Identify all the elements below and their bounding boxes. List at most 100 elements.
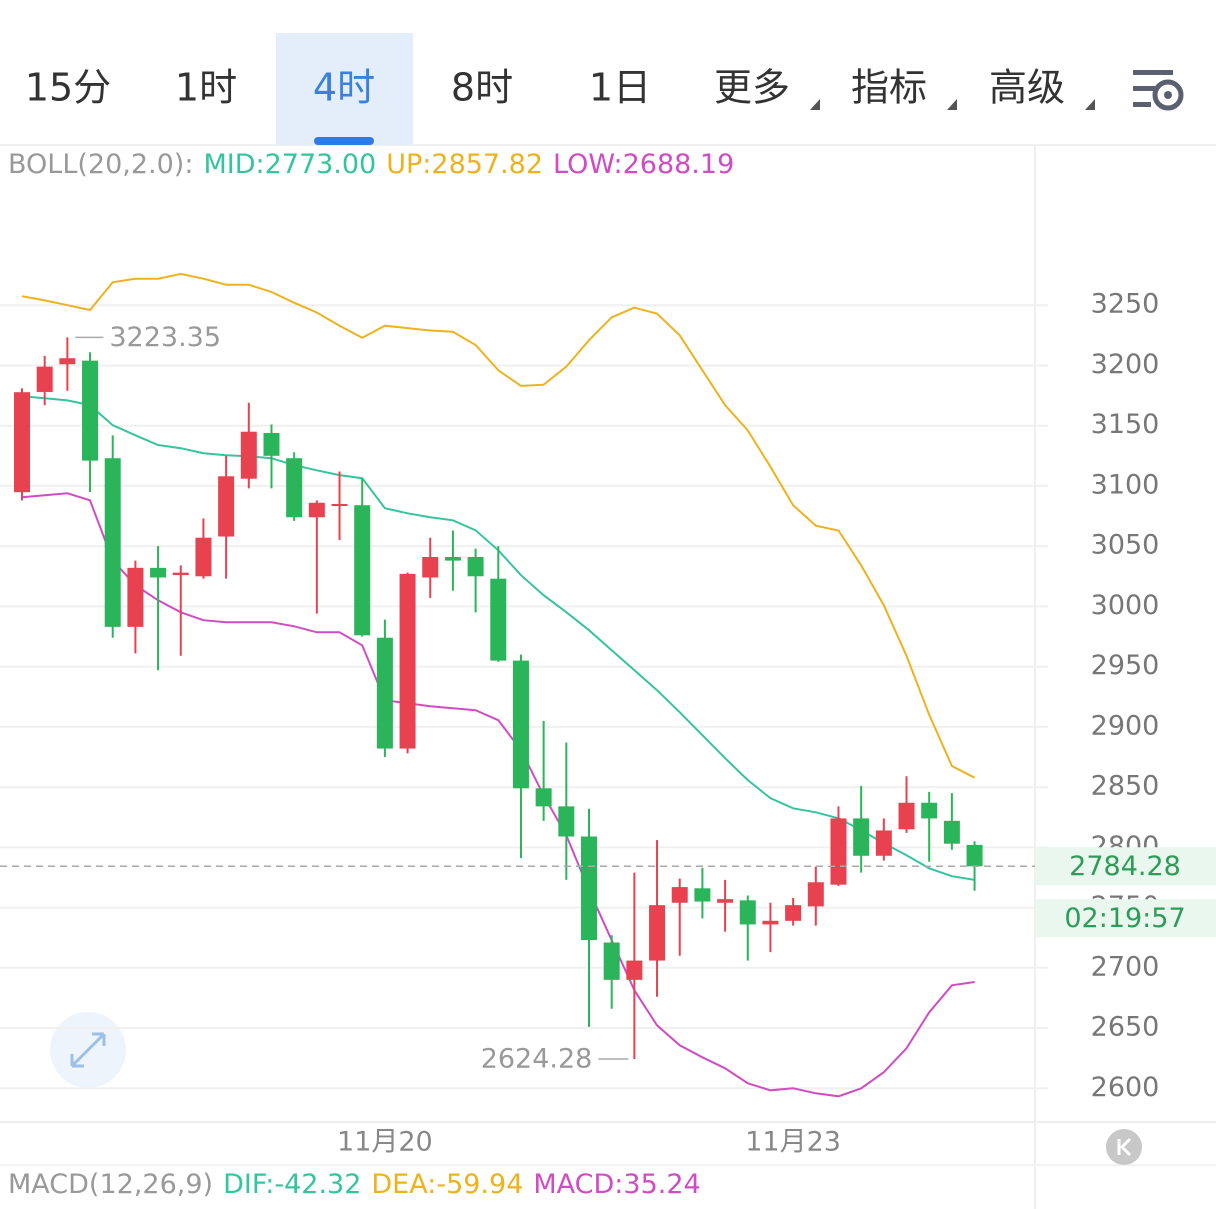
candle-body [82,360,99,461]
candle-body [467,557,484,577]
legend-item: MACD:35.24 [533,1169,700,1200]
candle-body [331,503,348,506]
candle-body [127,567,144,627]
candle-body [422,557,439,578]
candle-body [558,806,575,837]
min-label: 2624.28 [481,1044,593,1075]
y-tick-label: 3000 [1091,590,1160,621]
candle-body [875,830,892,856]
max-label: 3223.35 [109,322,221,353]
y-tick-label: 3150 [1091,409,1160,440]
candle-body [286,458,303,518]
candle-body [739,900,756,925]
indicator-legend: BOLL(20,2.0): MID:2773.00 UP:2857.82 LOW:26… [8,149,734,180]
tab-label: 1日 [589,66,651,110]
y-tick-label: 2850 [1091,771,1160,802]
last-price-label: 2784.28 [1069,851,1181,882]
countdown-box [1036,899,1216,938]
icon-bar [1133,70,1173,75]
tab[interactable]: 8时 [451,66,513,110]
rewind-glyph [1117,1137,1132,1157]
dropdown-corner [947,99,957,110]
candle-body [807,882,824,907]
rewind-button[interactable] [1106,1129,1142,1165]
y-tick-label: 3100 [1091,469,1160,500]
tab-underline [314,137,374,145]
tab[interactable]: 高级 [989,66,1095,111]
tab[interactable]: 1日 [589,66,651,110]
tab[interactable]: 4时 [276,33,413,145]
candle-body [104,458,121,627]
icon-bar [1133,102,1151,107]
icon-bar [1133,86,1155,91]
candle-body [240,431,257,479]
legend-item: UP:2857.82 [386,149,543,180]
x-tick-label: 11月20 [337,1127,433,1158]
boll-line [21,272,976,779]
tab-label: 1时 [175,66,237,110]
icon-gear-center [1164,91,1172,99]
candle-body [376,637,393,749]
candle-body [853,818,870,856]
tab-label: 8时 [451,66,513,110]
candle-body [830,818,847,885]
legend-item: BOLL(20,2.0): [8,149,193,180]
candle-body [671,887,688,903]
candle-body [694,888,711,902]
candle-body [218,476,235,537]
candle-body [195,537,212,577]
legend-item: MACD(12,26,9) [8,1169,213,1200]
candle-body [59,358,76,365]
candle-body [490,578,507,661]
tab[interactable]: 更多 [714,66,820,111]
y-tick-label: 3200 [1091,349,1160,380]
last-price-box [1036,847,1216,886]
y-tick-label: 3250 [1091,289,1160,320]
candle-body [603,942,620,980]
icon-gear [1152,79,1184,111]
y-tick-label: 2600 [1091,1072,1160,1103]
candle-body [399,573,416,749]
candle-body [626,960,643,980]
tab-label: 15分 [25,66,111,110]
candle-body [581,836,597,941]
legend-item: LOW:2688.19 [553,149,734,180]
candle-body [512,660,529,789]
tab-label: 更多 [714,66,790,110]
candle-body [762,920,779,925]
indicator-legend: MACD(12,26,9) DIF:-42.32 DEA:-59.94 MACD:35… [8,1169,701,1200]
candle-body [308,502,325,518]
tab[interactable]: 15分 [25,66,111,110]
candle-body [36,366,53,392]
expand-arrows [70,1032,106,1068]
tab-label: 指标 [851,66,927,110]
y-tick-label: 2950 [1091,650,1160,681]
candle-body [921,802,938,819]
legend-item: DEA:-59.94 [371,1169,523,1200]
tab-label: 4时 [313,66,375,110]
candle-body [966,844,983,867]
settings-icon[interactable] [1133,70,1184,111]
y-tick-label: 3050 [1091,530,1160,561]
candle-body [444,557,461,561]
x-tick-label: 11月23 [745,1127,841,1158]
tab[interactable]: 1时 [175,66,237,110]
dropdown-corner [1085,99,1095,110]
expand-button[interactable] [50,1012,126,1088]
tab-active-bg [276,33,413,145]
candle-body [785,905,802,921]
y-tick-label: 2900 [1091,710,1160,741]
candle-body [172,572,189,576]
y-tick-label: 2650 [1091,1012,1160,1043]
candle-body [354,505,371,636]
tab[interactable]: 指标 [851,66,957,111]
candle-body [535,788,552,807]
candle-body [150,567,167,578]
candle-body [943,820,960,844]
countdown-label: 02:19:57 [1064,903,1185,934]
candle-body [717,899,734,903]
candle-body [14,392,30,493]
